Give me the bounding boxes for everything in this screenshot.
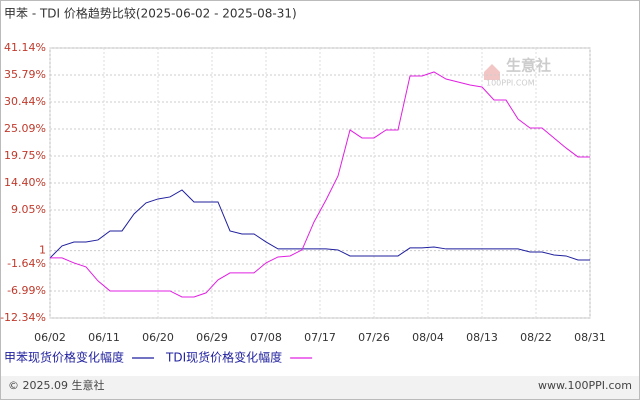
watermark: 生意社 100PPI.COM <box>484 57 551 88</box>
y-tick-label: 1 <box>39 244 46 257</box>
y-tick-label: 41.14% <box>4 41 46 54</box>
x-tick-label: 07/26 <box>358 331 390 344</box>
x-tick-label: 06/20 <box>142 331 174 344</box>
x-tick-label: 08/04 <box>412 331 444 344</box>
line-series <box>50 71 590 298</box>
footer-left: © 2025.09 生意社 <box>8 378 104 392</box>
y-tick-label: -1.64% <box>7 257 46 270</box>
x-tick-label: 08/13 <box>466 331 498 344</box>
line-series <box>49 189 590 261</box>
y-tick-label: 14.40% <box>4 176 46 189</box>
y-tick-label: 19.75% <box>4 149 46 162</box>
y-tick-label: -6.99% <box>7 284 46 297</box>
x-tick-label: 08/31 <box>574 331 606 344</box>
x-tick-label: 06/11 <box>88 331 120 344</box>
x-tick-label: 06/02 <box>34 331 66 344</box>
y-tick-label: 35.79% <box>4 68 46 81</box>
chart-title: 甲苯 - TDI 价格趋势比较(2025-06-02 - 2025-08-31) <box>4 6 297 21</box>
x-tick-label: 08/22 <box>520 331 552 344</box>
y-tick-label: -12.34% <box>0 311 46 324</box>
watermark-brand: 生意社 <box>506 57 551 75</box>
y-tick-label: 9.05% <box>11 203 46 216</box>
x-tick-label: 07/08 <box>250 331 282 344</box>
x-tick-label: 07/17 <box>304 331 336 344</box>
y-tick-label: 30.44% <box>4 95 46 108</box>
legend-label: 甲苯现货价格变化幅度 <box>4 350 124 365</box>
y-tick-label: 25.09% <box>4 122 46 135</box>
watermark-icon <box>484 64 500 80</box>
legend-label: TDI现货价格变化幅度 <box>165 350 282 365</box>
footer-bar <box>1 376 639 399</box>
x-tick-label: 06/29 <box>196 331 228 344</box>
footer-right: www.100PPI.com <box>538 379 632 392</box>
watermark-site: 100PPI.COM <box>486 79 535 88</box>
